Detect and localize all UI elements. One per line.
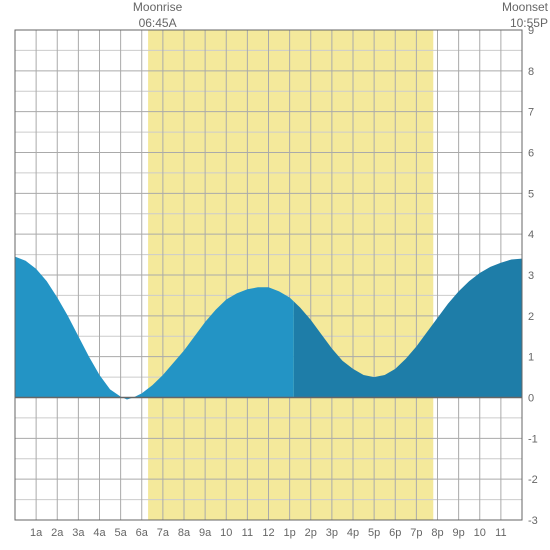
x-tick-label: 5p (368, 527, 380, 539)
x-tick-label: 5a (115, 527, 128, 539)
x-tick-label: 7p (410, 527, 422, 539)
x-tick-label: 9a (199, 527, 212, 539)
moonset-text: Moonset (502, 0, 548, 14)
y-tick-label: -3 (528, 515, 538, 527)
x-tick-label: 8p (431, 527, 443, 539)
x-tick-label: 11 (495, 527, 506, 539)
y-tick-label: 2 (528, 311, 534, 323)
y-tick-label: 3 (528, 270, 534, 282)
moonrise-time: 06:45A (128, 16, 188, 32)
x-tick-label: 1a (30, 527, 43, 539)
y-tick-label: 5 (528, 188, 534, 200)
x-tick-label: 12 (262, 527, 274, 539)
x-tick-label: 11 (242, 527, 253, 539)
moonrise-label: Moonrise 06:45A (128, 0, 188, 31)
x-tick-label: 6p (389, 527, 401, 539)
y-tick-label: 1 (528, 352, 534, 364)
x-tick-label: 1p (284, 527, 296, 539)
x-tick-label: 9p (453, 527, 465, 539)
x-tick-label: 7a (157, 527, 170, 539)
x-tick-label: 4a (93, 527, 106, 539)
y-tick-label: 6 (528, 148, 534, 160)
x-tick-label: 10 (474, 527, 486, 539)
x-tick-label: 10 (220, 527, 232, 539)
y-tick-label: 0 (528, 393, 534, 405)
y-tick-label: -2 (528, 474, 538, 486)
moonrise-text: Moonrise (133, 0, 182, 14)
x-tick-label: 2p (305, 527, 317, 539)
chart-svg: -3-2-101234567891a2a3a4a5a6a7a8a9a101112… (0, 0, 550, 550)
y-tick-label: -1 (528, 433, 538, 445)
moonset-time: 10:55P (488, 16, 548, 32)
x-tick-label: 2a (51, 527, 64, 539)
y-tick-label: 8 (528, 66, 534, 78)
moonset-label: Moonset 10:55P (488, 0, 548, 31)
x-tick-label: 3p (326, 527, 338, 539)
x-tick-label: 6a (136, 527, 149, 539)
y-tick-label: 7 (528, 107, 534, 119)
y-tick-label: 4 (528, 229, 534, 241)
tide-chart: Moonrise 06:45A Moonset 10:55P -3-2-1012… (0, 0, 550, 550)
x-tick-label: 8a (178, 527, 191, 539)
x-tick-label: 3a (72, 527, 85, 539)
x-tick-label: 4p (347, 527, 359, 539)
